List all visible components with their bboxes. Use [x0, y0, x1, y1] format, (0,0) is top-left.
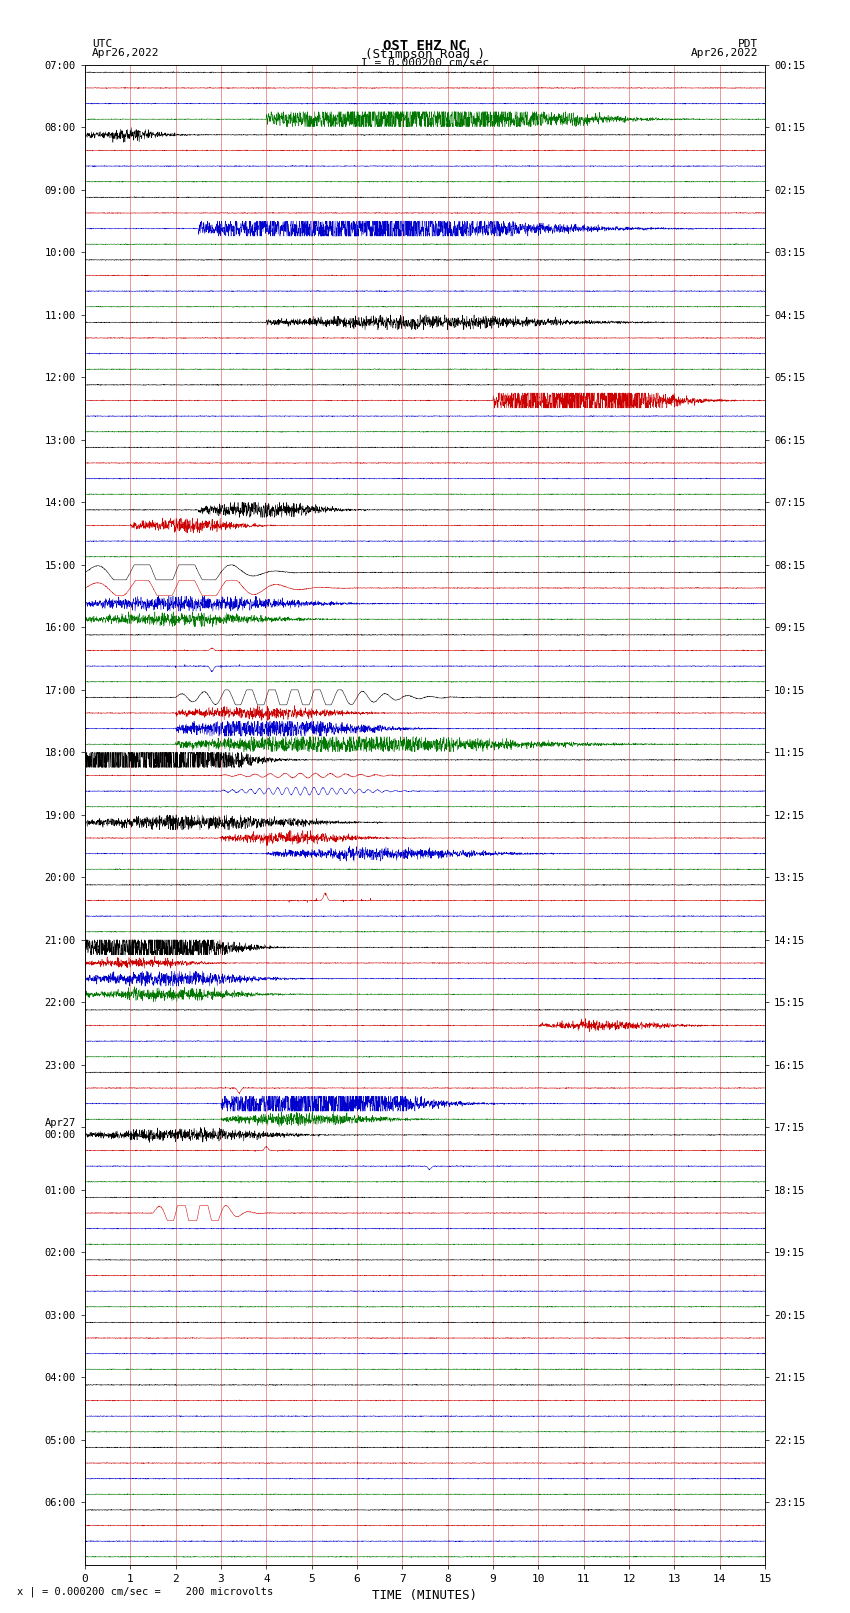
Text: UTC: UTC	[92, 39, 112, 48]
X-axis label: TIME (MINUTES): TIME (MINUTES)	[372, 1589, 478, 1602]
Text: I = 0.000200 cm/sec: I = 0.000200 cm/sec	[361, 58, 489, 68]
Text: Apr26,2022: Apr26,2022	[92, 48, 159, 58]
Text: x | = 0.000200 cm/sec =    200 microvolts: x | = 0.000200 cm/sec = 200 microvolts	[17, 1586, 273, 1597]
Text: Apr26,2022: Apr26,2022	[691, 48, 758, 58]
Text: OST EHZ NC: OST EHZ NC	[383, 39, 467, 53]
Text: PDT: PDT	[738, 39, 758, 48]
Text: (Stimpson Road ): (Stimpson Road )	[365, 48, 485, 61]
